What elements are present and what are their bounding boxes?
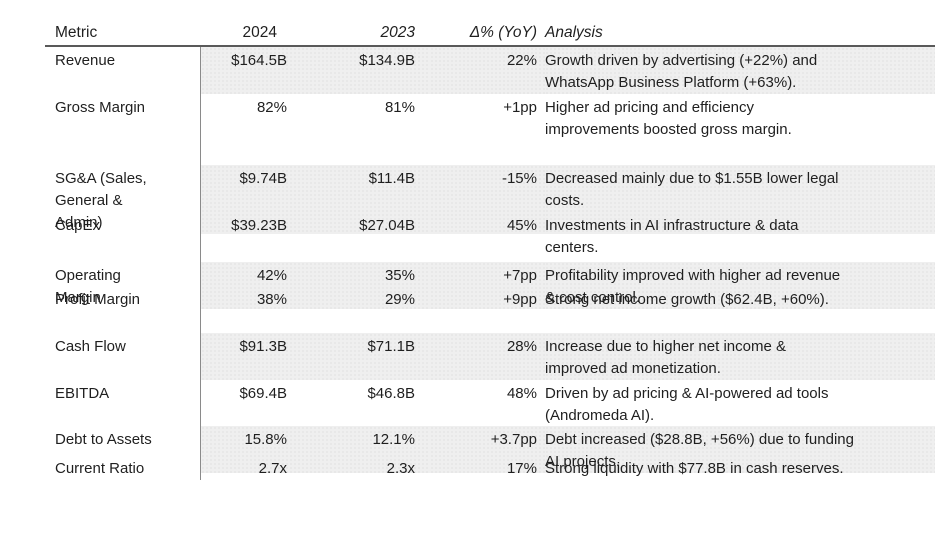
cell-metric: EBITDA [55,385,110,402]
cell-analysis: Investments in AI infrastructure & data … [545,217,799,256]
cell-analysis: Strong net income growth ($62.4B, +60%). [545,291,829,308]
cell-2023: $11.4B [305,165,430,234]
table-row-cash-flow: Cash Flow $91.3B $71.1B 28% Increase due… [45,333,935,380]
cell-2023: 12.1% [305,426,430,473]
cell-metric: Operating Margin [55,267,121,306]
cell-2023: 35% [305,262,430,309]
cell-metric: CapEx [55,217,101,234]
cell-metric: Current Ratio [55,460,145,477]
cell-analysis: Higher ad pricing and efficiency improve… [545,99,792,138]
table-row-revenue: Revenue $164.5B $134.9B 22% Growth drive… [45,47,935,94]
cell-2023: 29% [384,291,415,308]
cell-delta: 45% [506,217,537,234]
cell-2023: $71.1B [305,333,430,380]
cell-2024: 38% [200,286,305,333]
cell-analysis: Profitability improved with higher ad re… [545,262,935,309]
cell-2024: 42% [200,262,305,309]
cell-metric: Cash Flow [55,338,126,355]
cell-delta: +3.7pp [430,426,545,473]
cell-metric: Profit Margin [55,291,141,308]
cell-2024: 82% [200,94,305,165]
metrics-table: Metric 2024 2023 Δ% (YoY) Analysis Reven… [45,13,935,480]
cell-delta: +7pp [430,262,545,309]
column-header-analysis: Analysis [545,24,603,41]
table-row-ebitda: EBITDA $69.4B $46.8B 48% Driven by ad pr… [45,380,935,427]
cell-2024: $164.5B [200,47,305,94]
cell-analysis: Driven by ad pricing & AI-powered ad too… [545,385,829,424]
table-row-current-ratio: Current Ratio 2.7x 2.3x 17% Strong liqui… [45,455,935,480]
cell-2024: $39.23B [200,212,305,262]
cell-analysis: Growth driven by advertising (+22%) and … [545,47,935,94]
cell-2024: 15.8% [200,426,305,473]
column-header-delta: Δ% (YoY) [469,24,537,41]
table-row-profit-margin: Profit Margin 38% 29% +9pp Strong net in… [45,286,935,333]
cell-2024: $9.74B [200,165,305,234]
cell-delta: +1pp [503,99,537,116]
cell-metric: Debt to Assets [55,431,152,448]
table-row-operating-margin: Operating Margin 42% 35% +7pp Profitabil… [45,262,935,309]
cell-delta: +9pp [503,291,537,308]
cell-2023: $27.04B [359,217,415,234]
column-header-2024: 2024 [242,24,277,41]
cell-2023: 81% [384,99,415,116]
column-header-metric: Metric [55,24,98,41]
cell-metric: SG&A (Sales, General & Admin) [55,170,147,231]
cell-delta: 17% [506,460,537,477]
cell-2024: $91.3B [200,333,305,380]
cell-2023: $134.9B [305,47,430,94]
column-header-2023: 2023 [380,24,415,41]
cell-delta: 28% [430,333,545,380]
cell-delta: 48% [506,385,537,402]
cell-2023: 2.3x [386,460,415,477]
cell-2023: $46.8B [367,385,415,402]
cell-delta: 22% [430,47,545,94]
table-row-sga: SG&A (Sales, General & Admin) $9.74B $11… [45,165,935,234]
cell-delta: -15% [430,165,545,234]
cell-analysis: Strong liquidity with $77.8B in cash res… [545,460,844,477]
table-row-capex: CapEx $39.23B $27.04B 45% Investments in… [45,212,935,262]
table-row-gross-margin: Gross Margin 82% 81% +1pp Higher ad pric… [45,94,935,165]
cell-metric: Gross Margin [55,99,146,116]
table-row-debt-to-assets: Debt to Assets 15.8% 12.1% +3.7pp Debt i… [45,426,935,473]
cell-metric: Revenue [55,52,116,69]
cell-analysis: Decreased mainly due to $1.55B lower leg… [545,165,935,234]
cell-analysis: Debt increased ($28.8B, +56%) due to fun… [545,426,935,473]
cell-2024: 2.7x [200,455,305,480]
table-header-row: Metric 2024 2023 Δ% (YoY) Analysis [45,13,935,47]
cell-2024: $69.4B [200,380,305,427]
cell-analysis: Increase due to higher net income & impr… [545,333,935,380]
